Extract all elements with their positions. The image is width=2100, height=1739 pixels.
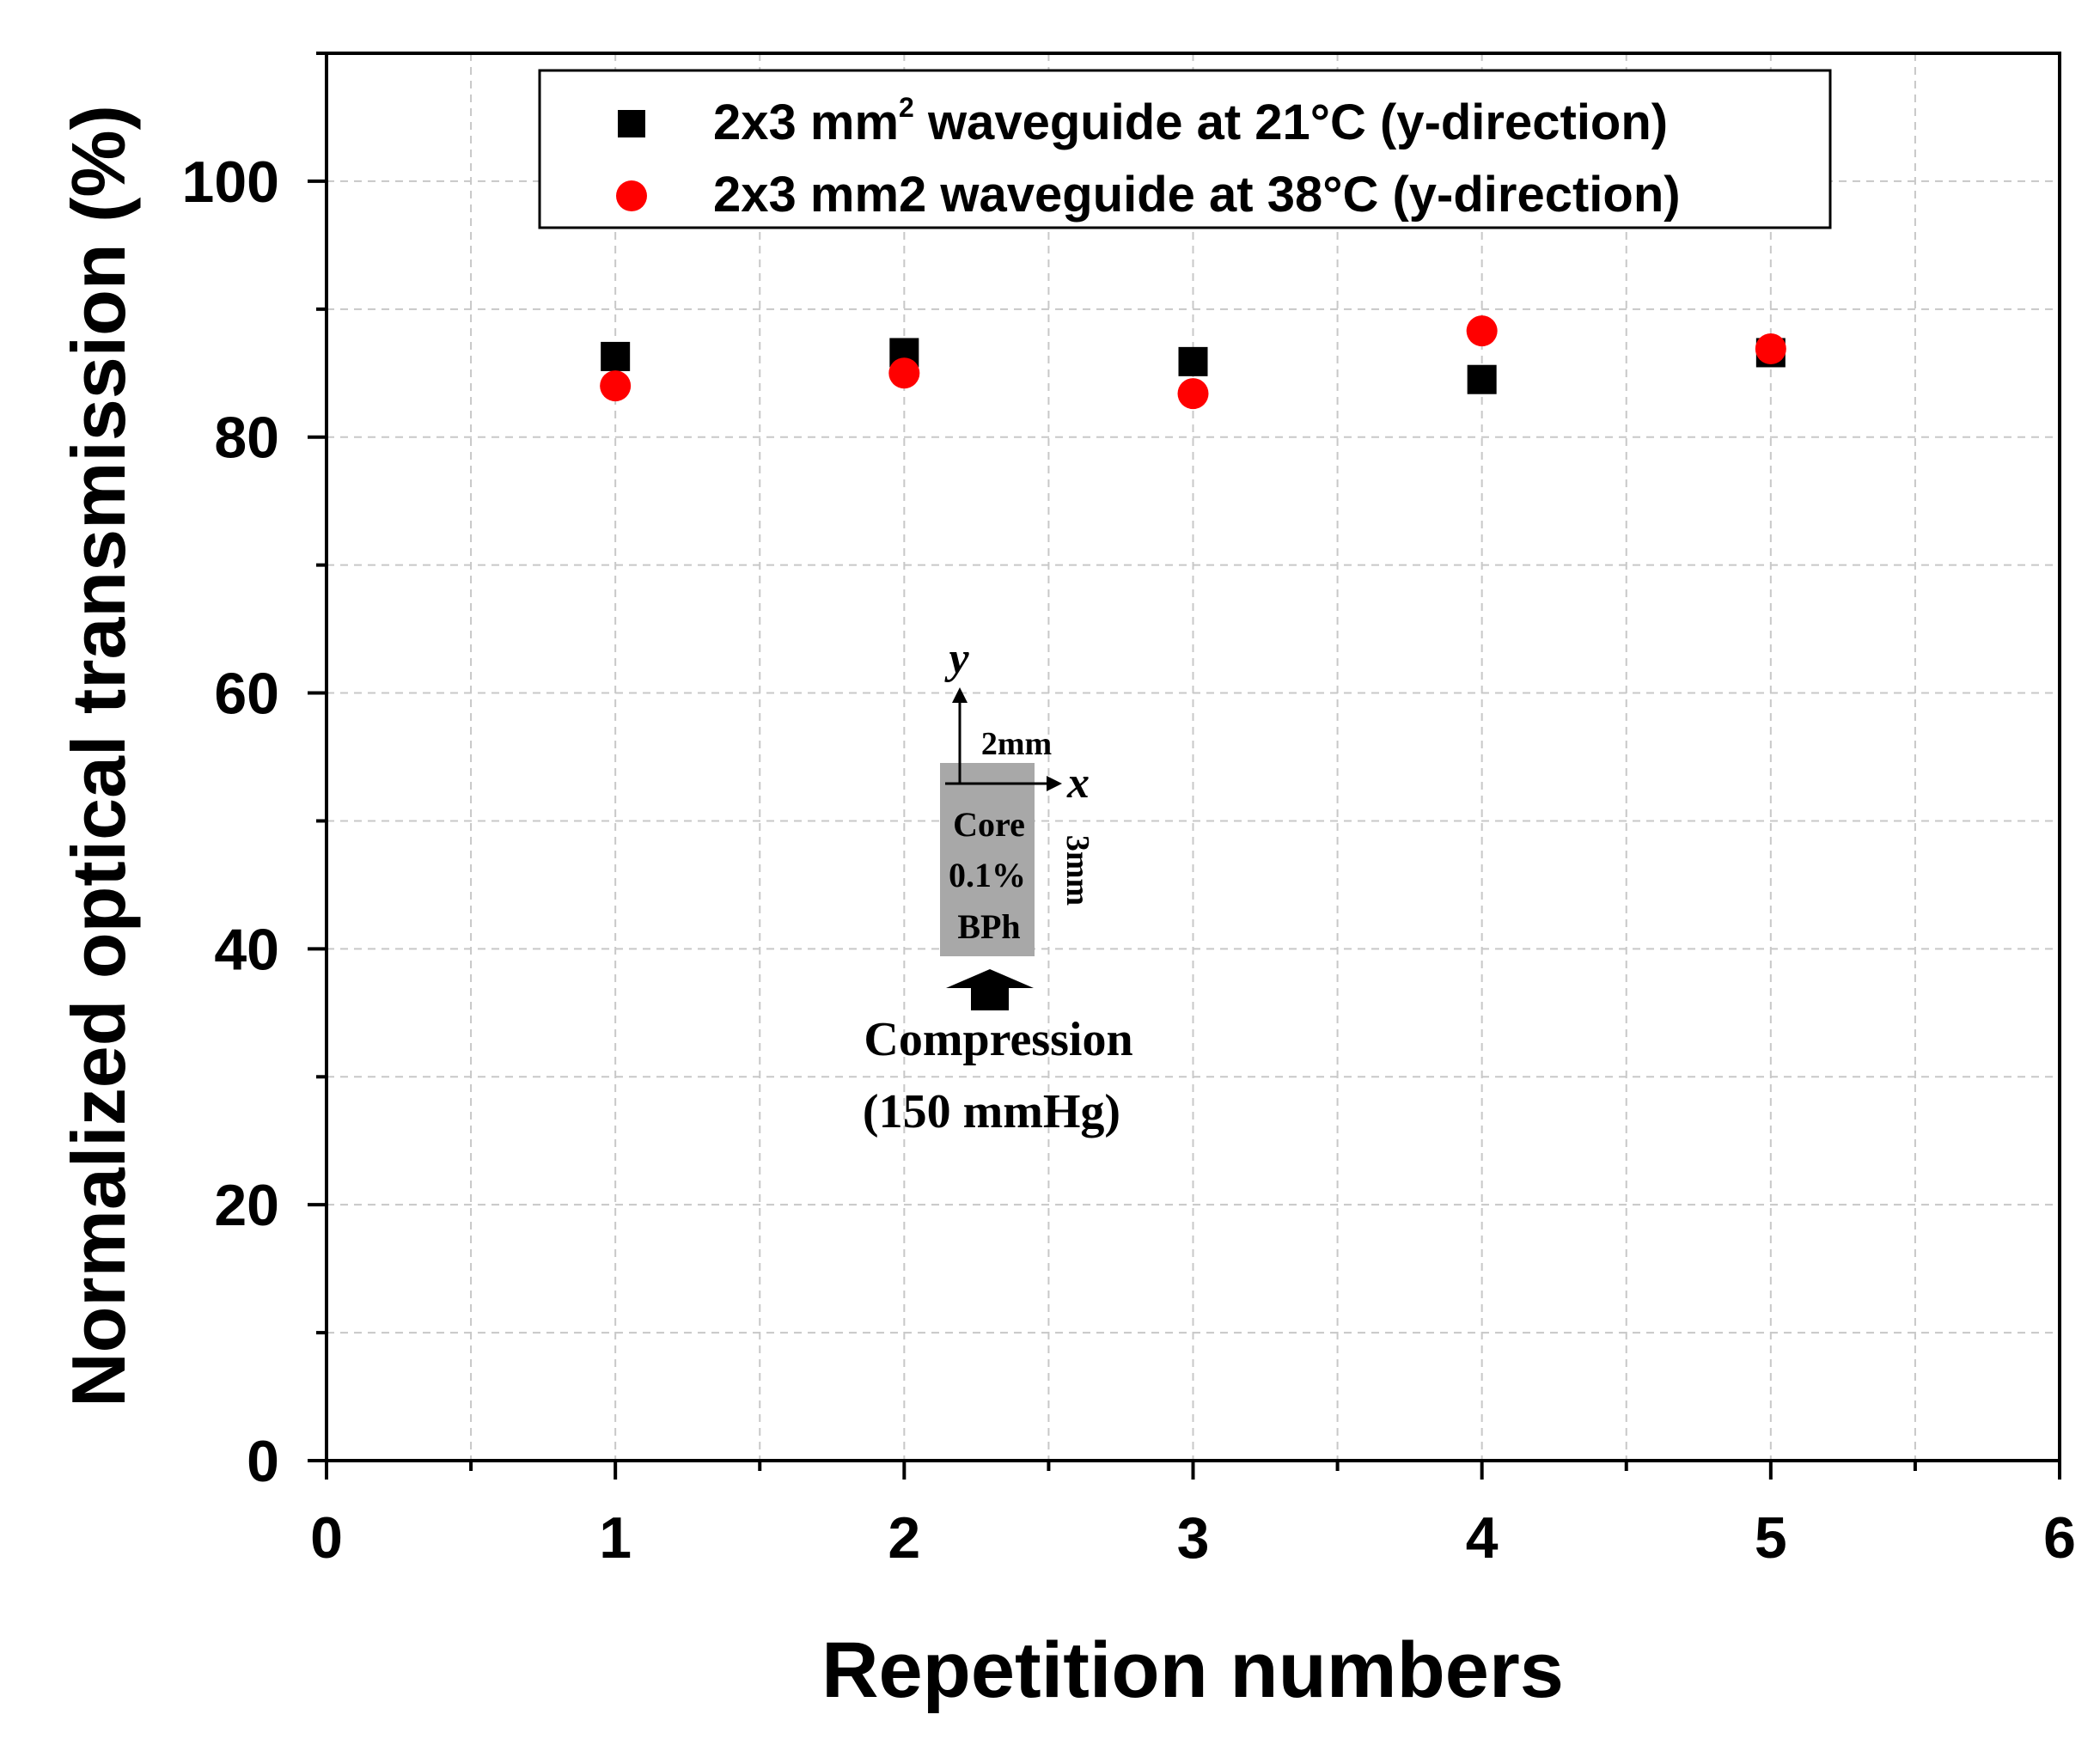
- inset-y-arrowhead: [952, 687, 968, 703]
- legend: 2x3 mm2 waveguide at 21°C (y-direction) …: [538, 69, 1832, 229]
- x-tick-label: 6: [2043, 1505, 2076, 1571]
- y-tick-label: 40: [214, 917, 279, 982]
- data-point-square: [1467, 364, 1497, 394]
- inset-x-label: x: [1066, 759, 1090, 808]
- y-tick-label: 0: [247, 1429, 279, 1494]
- core-label-line-1: Core: [953, 805, 1025, 844]
- data-markers: [600, 315, 1786, 410]
- data-point-circle: [1466, 315, 1498, 347]
- x-tick-labels: 0 1 2 3 4 5 6: [310, 1505, 2076, 1571]
- inset-y-label: y: [943, 634, 969, 683]
- legend-marker-circle: [616, 180, 647, 211]
- core-label-line-2: 0.1%: [949, 856, 1026, 894]
- y-tick-label: 20: [214, 1173, 279, 1238]
- compression-arrow: [946, 969, 1034, 1010]
- legend-box: [538, 69, 1832, 229]
- data-point-circle: [600, 370, 632, 402]
- y-tick-label: 100: [182, 149, 279, 215]
- inset-height-label: 3mm: [1059, 835, 1096, 906]
- core-rectangle: [940, 763, 1035, 956]
- legend-label-2: 2x3 mm2 waveguide at 38°C (y-direction): [713, 167, 1681, 223]
- core-label-line-3: BPh: [957, 907, 1020, 946]
- x-tick-label: 1: [599, 1505, 632, 1571]
- x-tick-label: 2: [888, 1505, 920, 1571]
- x-axis-label: Repetition numbers: [821, 1626, 1564, 1714]
- data-point-circle: [1755, 333, 1786, 364]
- data-point-circle: [888, 357, 920, 389]
- x-tick-label: 5: [1755, 1505, 1787, 1571]
- y-tick-labels: 0 20 40 60 80 100: [182, 149, 279, 1494]
- pressure-label: (150 mmHg): [863, 1085, 1120, 1138]
- axis-ticks: [308, 52, 2061, 1480]
- y-tick-label: 60: [214, 662, 279, 727]
- y-tick-label: 80: [214, 406, 279, 471]
- inset-x-arrowhead: [1047, 776, 1062, 791]
- inset-width-label: 2mm: [981, 726, 1052, 762]
- waveguide-inset: y x 2mm 3mm Core 0.1% BPh Compression (1…: [863, 634, 1133, 1138]
- compression-label: Compression: [864, 1013, 1132, 1066]
- data-point-circle: [1177, 378, 1209, 410]
- y-axis-label: Normalized optical transmission (%): [56, 105, 141, 1407]
- grid-lines: [327, 53, 2060, 1461]
- x-tick-label: 4: [1466, 1505, 1499, 1571]
- data-point-square: [1178, 346, 1208, 376]
- x-tick-label: 0: [310, 1505, 343, 1571]
- legend-label-1: 2x3 mm2 waveguide at 21°C (y-direction): [713, 92, 1668, 150]
- data-point-square: [601, 341, 631, 371]
- legend-marker-square: [618, 110, 645, 137]
- x-tick-label: 3: [1177, 1505, 1210, 1571]
